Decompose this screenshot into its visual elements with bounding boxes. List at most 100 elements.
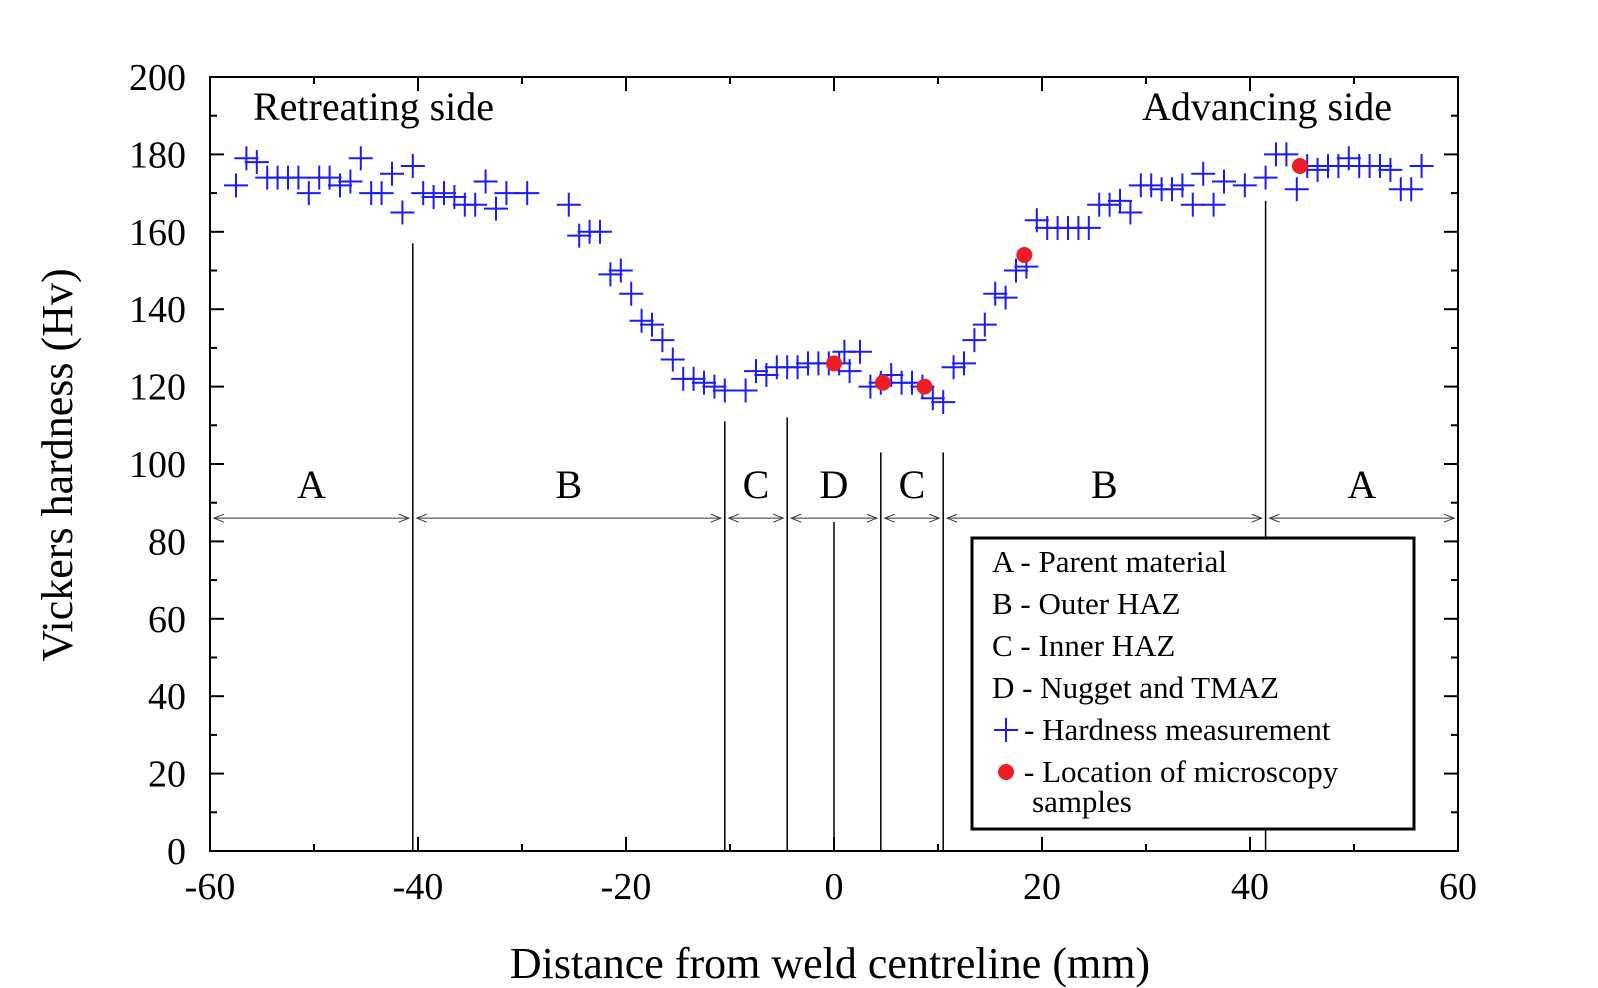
hardness-point [432, 181, 456, 206]
y-axis-title: Vickers hardness (Hv) [33, 268, 82, 661]
legend-entry: - Location of microscopy [1024, 754, 1339, 789]
x-tick-label: 60 [1439, 866, 1477, 908]
hardness-point [1378, 157, 1403, 182]
zone-label: B [555, 462, 582, 507]
hardness-point [411, 181, 436, 206]
hardness-point [1409, 154, 1434, 179]
hardness-point [1191, 161, 1216, 186]
hardness-point [369, 181, 394, 206]
hardness-point [328, 173, 352, 198]
advancing-side-label: Advancing side [1142, 84, 1392, 129]
hardness-point [660, 347, 685, 372]
hardness-point [1160, 177, 1184, 202]
x-tick-label: 40 [1231, 866, 1269, 908]
hardness-point [848, 339, 872, 364]
zone-arrow-head-right [710, 513, 723, 523]
microscopy-sample-point [826, 355, 842, 372]
legend-box [970, 536, 1416, 831]
hardness-point [1284, 177, 1309, 202]
hardness-point [681, 366, 706, 391]
zone-arrow-head-left [1268, 513, 1280, 523]
y-tick-label: 120 [129, 367, 186, 409]
zone-label: A [297, 462, 326, 507]
microscopy-sample-point [874, 374, 891, 391]
y-tick-label: 20 [148, 754, 186, 796]
hardness-point [785, 355, 810, 380]
hardness-point [1097, 192, 1122, 217]
hardness-point [484, 196, 508, 221]
zone-arrow-head-right [398, 513, 411, 523]
hardness-point [390, 200, 415, 225]
zone-label: C [899, 462, 926, 507]
hardness-point [1399, 177, 1424, 202]
x-axis-title: Distance from weld centreline (mm) [510, 939, 1150, 988]
zone-arrow-head-left [945, 513, 958, 523]
hardness-point [650, 328, 675, 353]
zone-arrow-head-left [883, 513, 895, 523]
zone-label: B [1091, 462, 1118, 507]
hardness-point [567, 223, 592, 248]
zone-arrow-head-right [929, 513, 941, 523]
x-tick-label: -20 [601, 866, 652, 908]
zone-label: A [1347, 462, 1376, 507]
hardness-point [1305, 157, 1330, 182]
legend-entry: A - Parent material [992, 544, 1227, 579]
data-series [224, 142, 1434, 415]
hardness-point [1108, 188, 1132, 213]
hardness-point [1004, 258, 1028, 283]
hardness-point [619, 281, 644, 306]
zone-arrow-head-right [1443, 513, 1456, 523]
hardness-point [463, 192, 488, 217]
y-tick-label: 160 [129, 212, 186, 254]
hardness-point [1232, 173, 1257, 198]
hardness-point [629, 308, 654, 333]
hardness-point [640, 312, 664, 337]
zone-arrow-head-right [773, 513, 785, 523]
y-tick-label: 180 [129, 134, 186, 176]
hardness-point [244, 150, 269, 175]
zone-arrow-head-right [1251, 513, 1263, 523]
hardness-point [1201, 192, 1226, 217]
legend-entry: - Hardness measurement [1024, 712, 1331, 747]
hardness-point [1180, 192, 1205, 217]
hardness-point [224, 173, 248, 198]
legend-entry: B - Outer HAZ [992, 586, 1181, 621]
hardness-point [1076, 215, 1101, 240]
zone-arrow-head-left [789, 513, 802, 523]
x-tick-label: 0 [825, 866, 844, 908]
x-tick-label: -40 [393, 866, 444, 908]
microscopy-sample-point [1016, 247, 1033, 264]
zone-arrow-head-left [415, 513, 427, 523]
x-tick-label: 20 [1023, 866, 1061, 908]
hardness-point [421, 184, 446, 209]
hardness-point [952, 351, 976, 376]
y-tick-label: 100 [129, 444, 186, 486]
zone-arrow-head-left [212, 513, 225, 523]
hardness-point [993, 285, 1018, 310]
hardness-point [473, 169, 498, 194]
hardness-point [588, 219, 612, 244]
hardness-point [1139, 173, 1164, 198]
hardness-point [286, 165, 311, 190]
y-tick-label: 200 [129, 57, 186, 99]
hardness-point [744, 359, 768, 384]
hardness-point [380, 161, 404, 186]
hardness-point [733, 378, 758, 403]
hardness-point [348, 146, 373, 171]
hardness-point [920, 386, 945, 411]
y-tick-label: 0 [167, 831, 186, 873]
hardness-point [1368, 154, 1392, 179]
hardness-point [692, 370, 716, 395]
hardness-point [556, 192, 581, 217]
legend: A - Parent material B - Outer HAZ C - Inne… [970, 536, 1416, 831]
zone-arrows [212, 513, 1456, 523]
hardness-point [608, 258, 633, 283]
hardness-point [972, 312, 997, 337]
hardness-point [234, 146, 259, 171]
hardness-point [931, 390, 956, 415]
zone-arrow-head-right [866, 513, 879, 523]
hardness-point [941, 355, 966, 380]
retreating-side-label: Retreating side [253, 84, 494, 129]
